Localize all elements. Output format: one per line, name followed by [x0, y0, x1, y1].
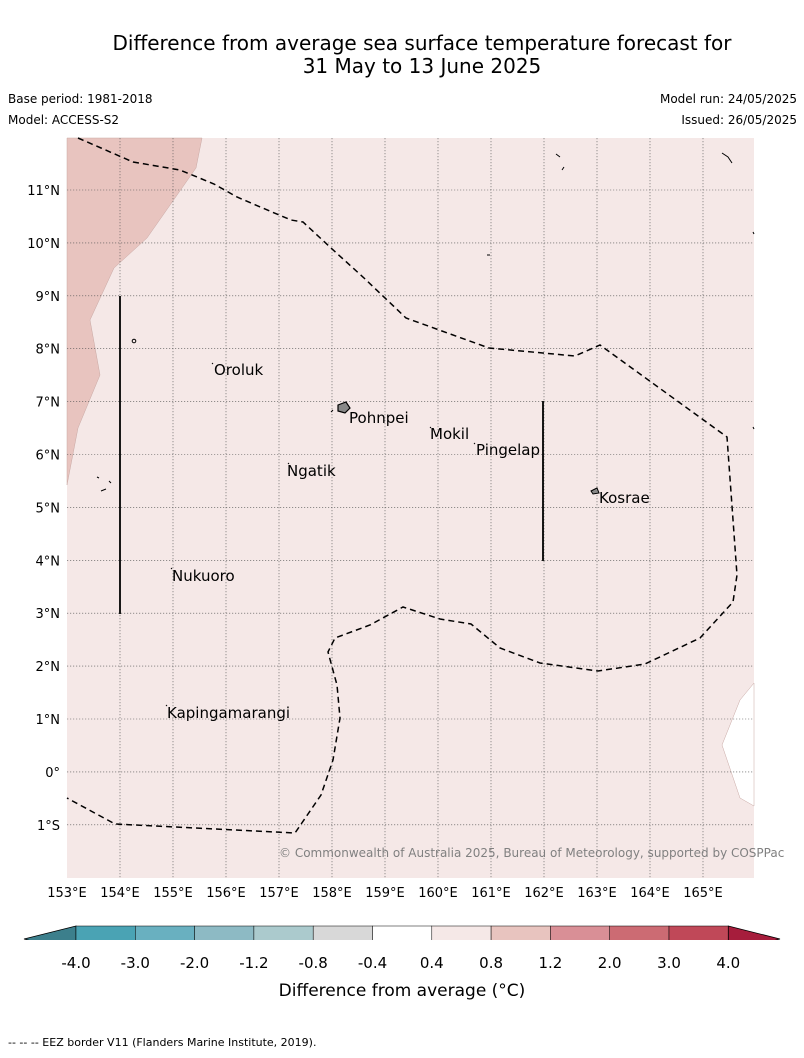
colorbar	[23, 925, 781, 940]
lon-tick-label: 156°E	[206, 886, 246, 901]
title-line-1: Difference from average sea surface temp…	[112, 31, 732, 55]
colorbar-tick-label: -1.2	[239, 954, 269, 972]
place-mokil: Mokil	[430, 425, 469, 443]
place-kapingamarangi: Kapingamarangi	[167, 704, 290, 722]
colorbar-tick-label: -4.0	[61, 954, 91, 972]
lon-tick-label: 158°E	[312, 886, 352, 901]
title-line-2: 31 May to 13 June 2025	[302, 54, 542, 78]
colorbar-tick-label: 1.2	[538, 954, 563, 972]
lon-tick-label: 154°E	[100, 886, 140, 901]
lat-tick-label: 0°	[45, 766, 60, 781]
copyright-notice: © Commonwealth of Australia 2025, Bureau…	[279, 846, 785, 860]
colorbar-swatch	[253, 925, 314, 940]
colorbar-tick-label: 0.4	[419, 954, 444, 972]
warm-anomaly-region	[66, 137, 203, 486]
kosrae-island	[590, 487, 600, 495]
colorbar-tick-label: -0.4	[357, 954, 388, 972]
lon-tick-label: 162°E	[524, 886, 564, 901]
colorbar-swatch	[431, 925, 492, 940]
lon-tick-label: 157°E	[259, 886, 299, 901]
lat-tick-label: 6°N	[36, 449, 61, 464]
colorbar-swatch	[372, 925, 433, 940]
lon-tick-label: 161°E	[471, 886, 511, 901]
lat-tick-label: 1°N	[36, 713, 61, 728]
lat-tick-label: 7°N	[36, 396, 61, 411]
neutral-anomaly-region	[721, 682, 755, 807]
lat-tick-label: 8°N	[36, 343, 61, 358]
colorbar-tick-label: 3.0	[657, 954, 681, 972]
lat-tick-label: 10°N	[27, 237, 60, 252]
colorbar-swatch	[194, 925, 255, 940]
lon-tick-label: 159°E	[365, 886, 405, 901]
map-figure: Oroluk Pohnpei Mokil Pingelap Ngatik Kos…	[23, 137, 781, 940]
lat-tick-label: 9°N	[36, 290, 61, 305]
colorbar-extend-low	[23, 925, 77, 940]
latitude-labels: 11°N 10°N 9°N 8°N 7°N 6°N 5°N 4°N 3°N 2°N 1°N 0° 1°S	[27, 184, 60, 834]
place-pingelap: Pingelap	[476, 441, 540, 459]
colorbar-tick-label: 2.0	[597, 954, 622, 972]
lon-tick-label: 153°E	[47, 886, 87, 901]
colorbar-swatch	[312, 925, 373, 940]
small-island	[131, 338, 137, 344]
place-pohnpei: Pohnpei	[349, 409, 409, 427]
lat-tick-label: 5°N	[36, 501, 61, 516]
base-period: Base period: 1981-2018	[8, 92, 153, 106]
place-oroluk: Oroluk	[214, 361, 263, 379]
anomaly-background	[67, 138, 754, 878]
place-kosrae: Kosrae	[599, 489, 650, 507]
lon-tick-label: 164°E	[630, 886, 670, 901]
lon-tick-label: 165°E	[683, 886, 723, 901]
colorbar-swatch	[550, 925, 610, 940]
place-ngatik: Ngatik	[287, 462, 336, 480]
pohnpei-island	[337, 401, 351, 414]
eez-footnote: -- -- -- EEZ border V11 (Flanders Marine…	[8, 1036, 317, 1049]
colorbar-tick-label: -0.8	[298, 954, 328, 972]
longitude-labels: 153°E 154°E 155°E 156°E 157°E 158°E 159°E 160°E…	[47, 886, 723, 901]
lat-tick-label: 2°N	[36, 660, 61, 675]
lat-tick-label: 1°S	[37, 819, 60, 834]
lon-tick-label: 160°E	[418, 886, 458, 901]
map-title: Difference from average sea surface temp…	[40, 32, 804, 78]
place-markers	[165, 362, 476, 707]
lat-tick-label: 3°N	[36, 607, 61, 622]
small-islets	[96, 152, 755, 492]
colorbar-title: Difference from average (°C)	[278, 981, 526, 1001]
colorbar-swatch	[490, 925, 551, 940]
colorbar-extend-high	[727, 925, 781, 940]
colorbar-swatch	[668, 925, 729, 940]
colorbar-tick-label: -3.0	[120, 954, 150, 972]
eez-border	[66, 137, 738, 834]
colorbar-swatch	[135, 925, 195, 940]
issued-date: Issued: 26/05/2025	[681, 113, 797, 127]
colorbar-tick-label: 4.0	[716, 954, 741, 972]
lon-tick-label: 163°E	[577, 886, 617, 901]
lat-tick-label: 11°N	[27, 184, 60, 199]
colorbar-swatch	[75, 925, 136, 940]
colorbar-tick-label: 0.8	[479, 954, 504, 972]
lat-tick-label: 4°N	[36, 554, 61, 569]
model-name: Model: ACCESS-S2	[8, 113, 120, 127]
lon-tick-label: 155°E	[153, 886, 193, 901]
place-nukuoro: Nukuoro	[172, 567, 235, 585]
colorbar-swatch	[609, 925, 670, 940]
model-run: Model run: 24/05/2025	[659, 92, 797, 106]
colorbar-tick-label: -2.0	[179, 954, 210, 972]
